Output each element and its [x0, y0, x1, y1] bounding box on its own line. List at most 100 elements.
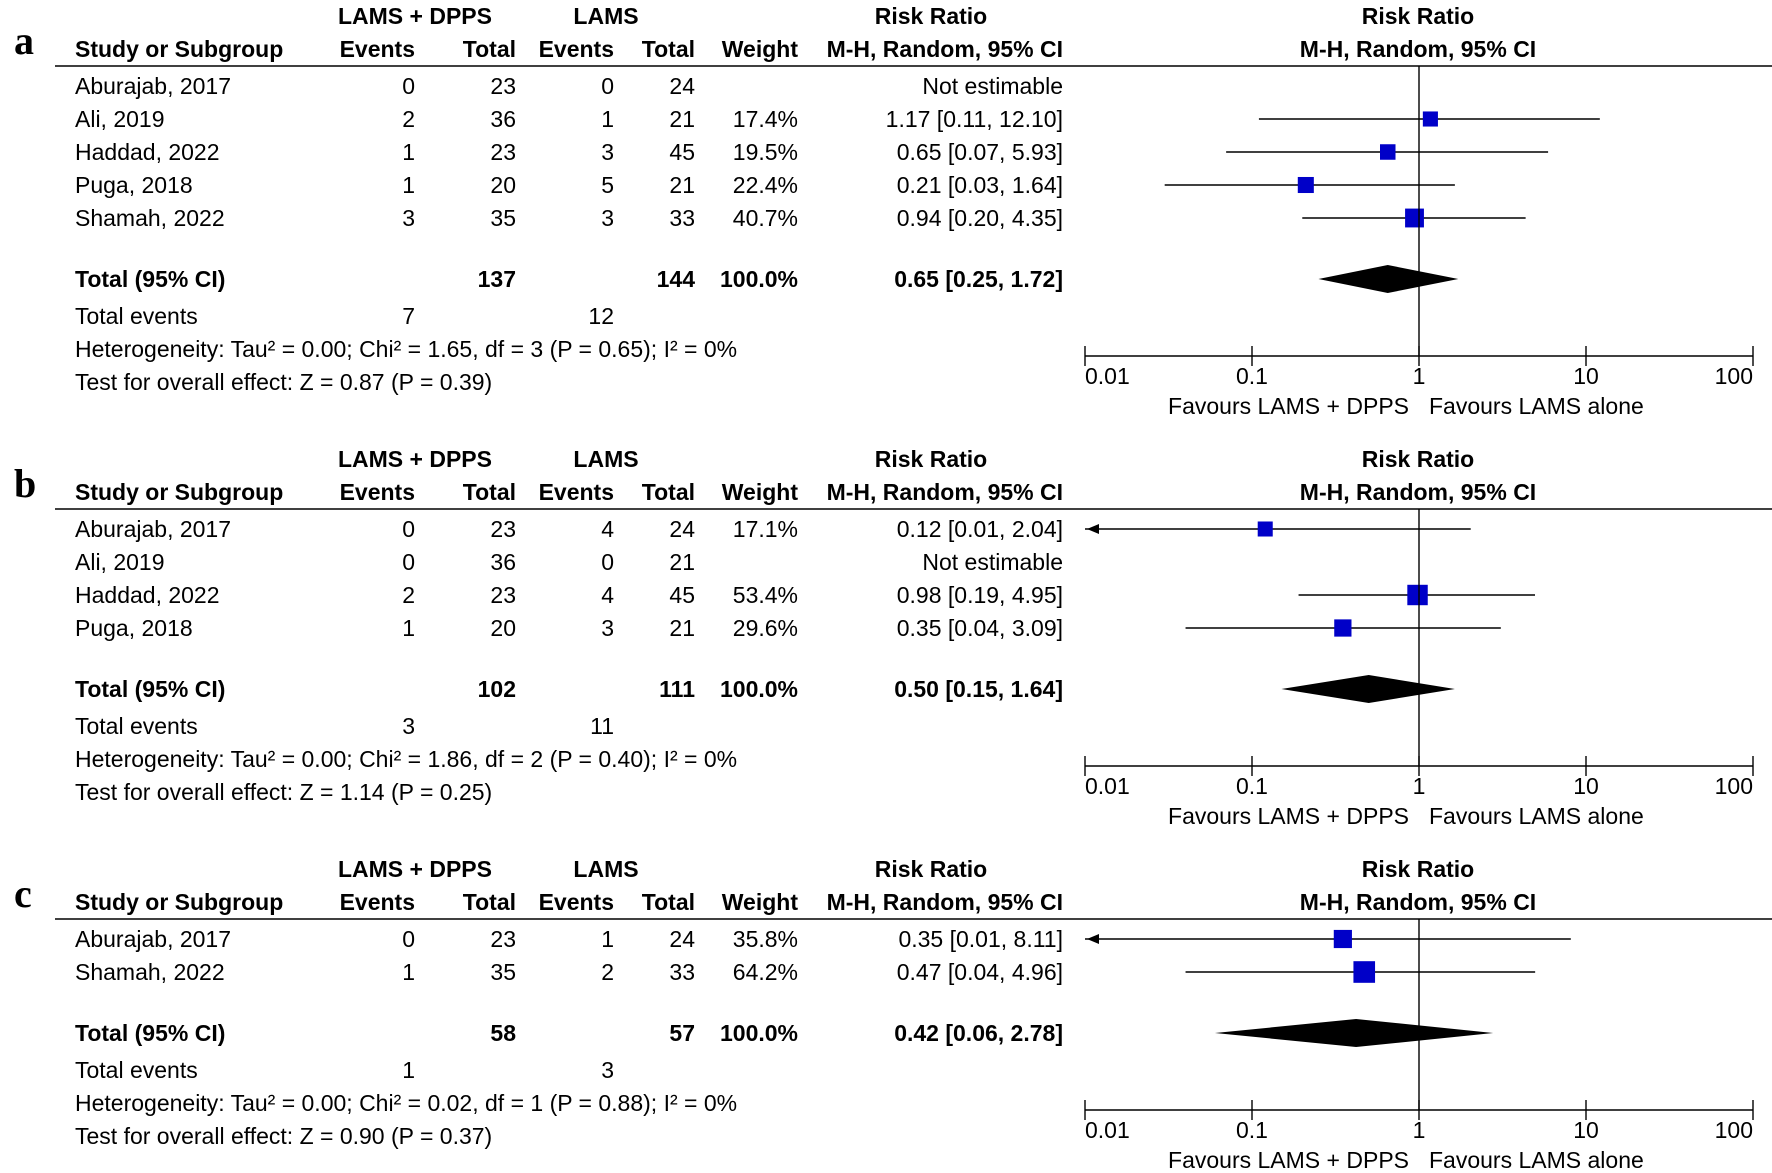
events1-column-header: Events	[340, 36, 415, 62]
total2-value: 21	[669, 615, 695, 641]
point-estimate-marker	[1257, 521, 1273, 537]
total1-value: 23	[490, 926, 516, 952]
point-estimate-marker	[1297, 176, 1314, 194]
ci-value: 1.17 [0.11, 12.10]	[886, 106, 1063, 132]
weight-value: 17.4%	[733, 106, 798, 132]
total-events-label: Total events	[75, 303, 198, 329]
study-row: Aburajab, 2017 0 23 0 24 Not estimable	[75, 73, 1063, 99]
total1-value: 23	[490, 73, 516, 99]
ci-column-header: M-H, Random, 95% CI	[827, 36, 1063, 62]
total-ci: 0.65 [0.25, 1.72]	[894, 266, 1063, 292]
total-events-label: Total events	[75, 1057, 198, 1083]
study-row: Shamah, 2022 3 35 3 33 40.7% 0.94 [0.20, 4.35]	[75, 205, 1526, 231]
total2-column-header: Total	[642, 36, 695, 62]
point-estimate-marker	[1405, 208, 1424, 228]
forest-panel-b: b LAMS + DPPS LAMS Risk Ratio Risk Ratio Stud…	[14, 446, 1772, 829]
total1-value: 23	[490, 582, 516, 608]
point-estimate-marker	[1407, 584, 1428, 606]
study-name: Puga, 2018	[75, 172, 193, 198]
weight-value: 64.2%	[733, 959, 798, 985]
point-estimate-marker	[1353, 961, 1376, 983]
events1-value: 1	[402, 172, 415, 198]
total2-sum: 57	[669, 1020, 695, 1046]
total-events1: 3	[402, 713, 415, 739]
total2-sum: 144	[657, 266, 696, 292]
total2-value: 24	[669, 516, 695, 542]
plot-risk-ratio-header: Risk Ratio	[1362, 3, 1474, 29]
total1-value: 23	[490, 516, 516, 542]
ci-value: 0.35 [0.01, 8.11]	[898, 926, 1063, 952]
total-ci: 0.42 [0.06, 2.78]	[894, 1020, 1063, 1046]
total-weight: 100.0%	[720, 1020, 798, 1046]
heterogeneity-text: Heterogeneity: Tau² = 0.00; Chi² = 1.65,…	[75, 336, 737, 362]
total1-sum: 137	[478, 266, 516, 292]
plot-method-header: M-H, Random, 95% CI	[1300, 889, 1536, 915]
forest-panel-a: a LAMS + DPPS LAMS Risk Ratio Risk Ratio Stud…	[14, 3, 1772, 419]
ci-value: Not estimable	[922, 549, 1063, 575]
ci-arrow-left	[1087, 934, 1099, 944]
ci-column-header: M-H, Random, 95% CI	[827, 889, 1063, 915]
favours-right-label: Favours LAMS alone	[1429, 803, 1644, 829]
events1-value: 1	[402, 615, 415, 641]
total1-value: 20	[490, 615, 516, 641]
x-tick-label: 10	[1573, 773, 1599, 799]
events1-value: 1	[402, 139, 415, 165]
total2-column-header: Total	[642, 889, 695, 915]
total1-value: 35	[490, 959, 516, 985]
total-events2: 11	[590, 713, 614, 739]
x-tick-label: 100	[1715, 363, 1753, 389]
total-row: Total (95% CI) 137 144 100.0% 0.65 [0.25, 1.…	[75, 265, 1459, 293]
total2-sum: 111	[659, 676, 695, 702]
events2-value: 5	[601, 172, 614, 198]
ci-arrow-left	[1087, 524, 1099, 534]
study-row: Haddad, 2022 2 23 4 45 53.4% 0.98 [0.19, 4.95]	[75, 582, 1535, 608]
group1-header: LAMS + DPPS	[338, 3, 492, 29]
x-tick-label: 0.01	[1085, 363, 1130, 389]
pooled-diamond	[1318, 265, 1459, 293]
total2-value: 33	[669, 205, 695, 231]
ci-column-header: M-H, Random, 95% CI	[827, 479, 1063, 505]
study-row: Ali, 2019 2 36 1 21 17.4% 1.17 [0.11, 12.10]	[75, 106, 1600, 132]
forest-panel-c: c LAMS + DPPS LAMS Risk Ratio Risk Ratio Stud…	[14, 856, 1772, 1173]
events1-value: 3	[402, 205, 415, 231]
x-tick-label: 0.01	[1085, 773, 1130, 799]
events1-value: 0	[402, 73, 415, 99]
study-column-header: Study or Subgroup	[75, 889, 283, 915]
panel-label: a	[14, 18, 34, 63]
events1-value: 2	[402, 106, 415, 132]
study-name: Shamah, 2022	[75, 959, 225, 985]
events1-value: 0	[402, 549, 415, 575]
point-estimate-marker	[1380, 144, 1396, 160]
study-name: Ali, 2019	[75, 106, 165, 132]
group2-header: LAMS	[573, 3, 638, 29]
total-label: Total (95% CI)	[75, 1020, 225, 1046]
x-tick-label: 0.1	[1236, 773, 1268, 799]
plot-risk-ratio-header: Risk Ratio	[1362, 446, 1474, 472]
study-row: Haddad, 2022 1 23 3 45 19.5% 0.65 [0.07, 5.93]	[75, 139, 1549, 165]
total-row: Total (95% CI) 102 111 100.0% 0.50 [0.15, 1.…	[75, 675, 1455, 703]
weight-value: 35.8%	[733, 926, 798, 952]
weight-value: 53.4%	[733, 582, 798, 608]
heterogeneity-text: Heterogeneity: Tau² = 0.00; Chi² = 0.02,…	[75, 1090, 737, 1116]
overall-effect-text: Test for overall effect: Z = 0.87 (P = 0…	[75, 369, 492, 395]
weight-value: 40.7%	[733, 205, 798, 231]
total-label: Total (95% CI)	[75, 266, 225, 292]
ci-value: 0.35 [0.04, 3.09]	[897, 615, 1063, 641]
overall-effect-text: Test for overall effect: Z = 1.14 (P = 0…	[75, 779, 492, 805]
total-events-label: Total events	[75, 713, 198, 739]
total-events2: 3	[601, 1057, 614, 1083]
study-name: Haddad, 2022	[75, 582, 220, 608]
study-name: Puga, 2018	[75, 615, 193, 641]
events1-column-header: Events	[340, 889, 415, 915]
total1-value: 36	[490, 106, 516, 132]
total-weight: 100.0%	[720, 266, 798, 292]
total2-value: 21	[669, 106, 695, 132]
ci-value: 0.12 [0.01, 2.04]	[897, 516, 1063, 542]
point-estimate-marker	[1333, 929, 1352, 949]
events2-value: 1	[601, 926, 614, 952]
x-tick-label: 100	[1715, 1117, 1753, 1143]
study-name: Aburajab, 2017	[75, 516, 231, 542]
favours-right-label: Favours LAMS alone	[1429, 393, 1644, 419]
ci-value: Not estimable	[922, 73, 1063, 99]
